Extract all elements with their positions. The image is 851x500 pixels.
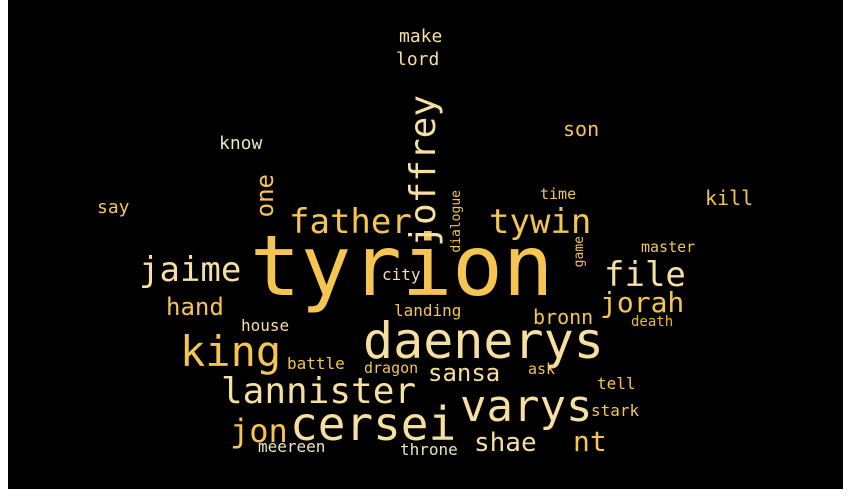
word-death: death: [631, 314, 674, 330]
word-one: one: [251, 174, 279, 218]
word-master: master: [641, 238, 696, 256]
word-meereen: meereen: [258, 437, 326, 456]
word-file: file: [604, 255, 686, 295]
word-say: say: [97, 197, 130, 218]
word-dragon: dragon: [364, 359, 419, 377]
word-lord: lord: [396, 49, 440, 70]
word-dialogue: dialogue: [449, 190, 464, 253]
word-cersei: cersei: [290, 397, 457, 451]
word-jaime: jaime: [139, 250, 242, 290]
word-stark: stark: [591, 401, 640, 420]
word-lannister: lannister: [221, 371, 417, 412]
word-father: father: [289, 202, 412, 242]
word-tywin: tywin: [489, 202, 592, 242]
word-game: game: [572, 236, 587, 268]
word-cloud-canvas: tyrion daenerys cersei varys king lannis…: [8, 0, 843, 489]
word-know: know: [219, 133, 263, 154]
word-make: make: [399, 26, 443, 47]
word-tyrion: tyrion: [250, 217, 554, 315]
word-landing: landing: [394, 301, 462, 320]
word-kill: kill: [705, 186, 754, 210]
word-house: house: [241, 316, 290, 335]
word-jorah: jorah: [600, 286, 685, 319]
word-bronn: bronn: [533, 305, 594, 329]
word-shae: shae: [474, 428, 537, 458]
word-time: time: [540, 185, 577, 203]
word-ask: ask: [528, 360, 556, 378]
word-son: son: [563, 117, 600, 141]
word-nt: nt: [573, 425, 607, 458]
word-daenerys: daenerys: [363, 312, 604, 370]
word-varys: varys: [460, 381, 593, 432]
word-king: king: [180, 327, 282, 376]
word-jon: jon: [230, 412, 288, 450]
word-battle: battle: [287, 354, 345, 373]
word-throne: throne: [400, 440, 458, 459]
word-city: city: [382, 265, 421, 284]
word-tell: tell: [597, 374, 636, 393]
word-sansa: sansa: [428, 359, 501, 387]
word-hand: hand: [166, 293, 224, 321]
